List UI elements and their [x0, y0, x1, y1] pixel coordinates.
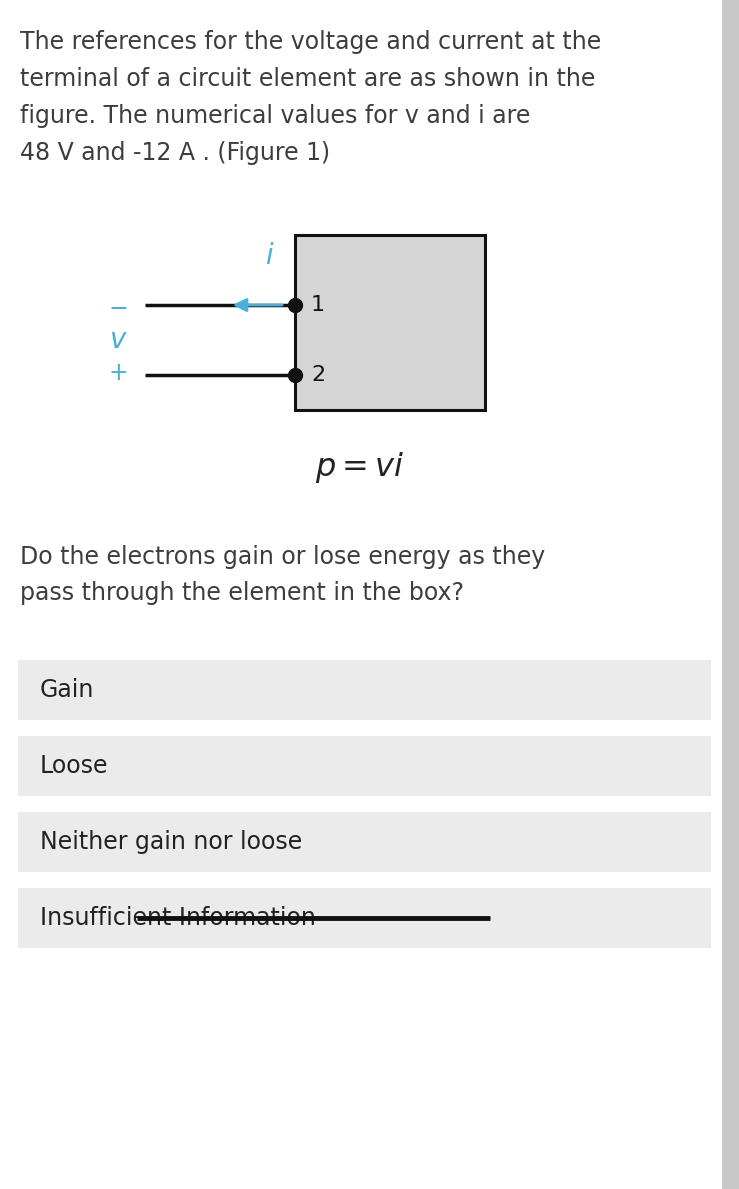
Text: $v$: $v$	[109, 326, 127, 354]
Text: Loose: Loose	[40, 754, 109, 778]
Bar	[18, 812, 711, 872]
Text: $p = vi$: $p = vi$	[316, 449, 405, 485]
Bar	[295, 235, 485, 410]
Bar	[18, 660, 711, 721]
Text: pass through the element in the box?: pass through the element in the box?	[20, 581, 464, 605]
Text: The references for the voltage and current at the: The references for the voltage and curre…	[20, 30, 602, 54]
Bar	[18, 736, 711, 795]
Text: 2: 2	[311, 365, 325, 385]
Text: Gain: Gain	[40, 678, 95, 702]
Text: Do the electrons gain or lose energy as they: Do the electrons gain or lose energy as …	[20, 545, 545, 570]
Text: Insufficient Information: Insufficient Information	[40, 906, 316, 930]
Bar	[18, 888, 711, 948]
Text: 48 V and -12 A . (Figure 1): 48 V and -12 A . (Figure 1)	[20, 141, 330, 165]
Text: figure. The numerical values for v and i are: figure. The numerical values for v and i…	[20, 103, 531, 128]
Text: $i$: $i$	[265, 243, 275, 270]
Text: $+$: $+$	[109, 361, 128, 385]
Text: terminal of a circuit element are as shown in the: terminal of a circuit element are as sho…	[20, 67, 596, 92]
Bar	[722, 0, 739, 1189]
Text: 1: 1	[311, 295, 325, 315]
Text: $-$: $-$	[109, 295, 128, 319]
Text: Neither gain nor loose: Neither gain nor loose	[40, 830, 302, 854]
